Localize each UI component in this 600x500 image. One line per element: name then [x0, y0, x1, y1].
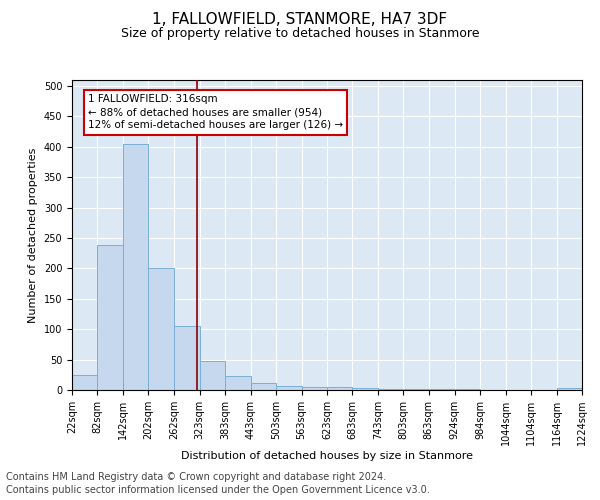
- Text: Contains public sector information licensed under the Open Government Licence v3: Contains public sector information licen…: [6, 485, 430, 495]
- Bar: [148, 268, 174, 390]
- Bar: [276, 386, 302, 390]
- Text: Size of property relative to detached houses in Stanmore: Size of property relative to detached ho…: [121, 28, 479, 40]
- Bar: [251, 382, 276, 390]
- Bar: [378, 389, 403, 390]
- Bar: [557, 388, 582, 390]
- Bar: [225, 376, 251, 390]
- Y-axis label: Number of detached properties: Number of detached properties: [28, 148, 38, 322]
- Bar: [327, 387, 352, 390]
- Text: 1, FALLOWFIELD, STANMORE, HA7 3DF: 1, FALLOWFIELD, STANMORE, HA7 3DF: [152, 12, 448, 28]
- Bar: [174, 326, 200, 390]
- Bar: [123, 144, 148, 390]
- X-axis label: Distribution of detached houses by size in Stanmore: Distribution of detached houses by size …: [181, 451, 473, 461]
- Text: Contains HM Land Registry data © Crown copyright and database right 2024.: Contains HM Land Registry data © Crown c…: [6, 472, 386, 482]
- Bar: [97, 246, 123, 390]
- Bar: [302, 387, 327, 390]
- Bar: [72, 375, 97, 390]
- Text: 1 FALLOWFIELD: 316sqm
← 88% of detached houses are smaller (954)
12% of semi-det: 1 FALLOWFIELD: 316sqm ← 88% of detached …: [88, 94, 343, 130]
- Bar: [200, 361, 225, 390]
- Bar: [352, 388, 378, 390]
